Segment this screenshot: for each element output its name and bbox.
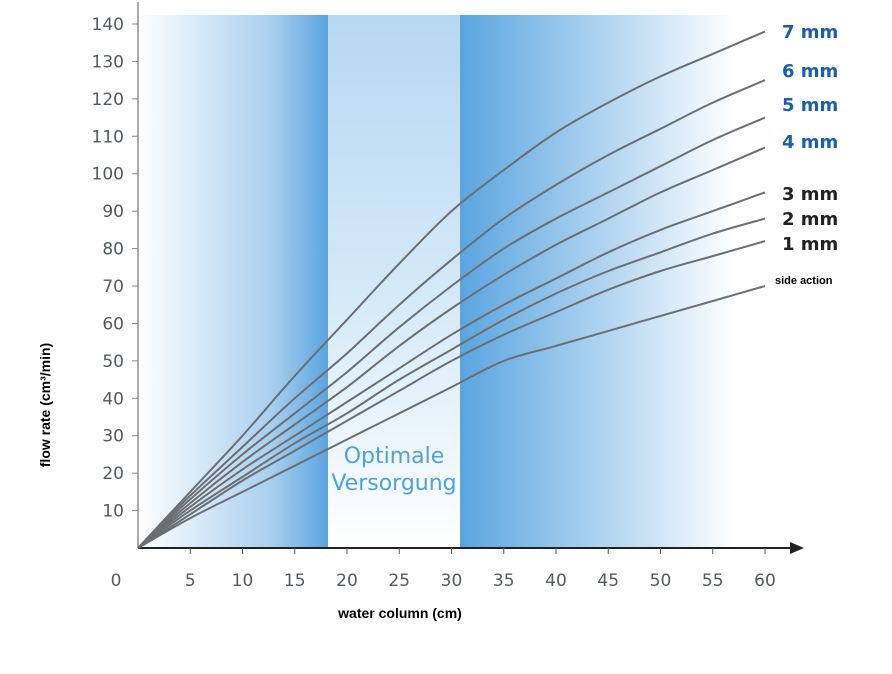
series-label: 7 mm xyxy=(782,22,838,43)
x-tick-label: 55 xyxy=(702,571,724,591)
y-tick-label: 140 xyxy=(92,15,124,35)
y-tick-label: 10 xyxy=(102,502,124,522)
y-tick-label: 100 xyxy=(92,165,124,185)
y-tick-label: 30 xyxy=(102,427,124,447)
y-tick-label: 70 xyxy=(102,277,124,297)
x-tick-label: 40 xyxy=(545,571,567,591)
series-line-5-mm xyxy=(137,116,766,549)
series-line-7-mm xyxy=(137,30,766,549)
series-label: 6 mm xyxy=(782,61,838,82)
background-band-left xyxy=(138,15,328,548)
series-line-side-action xyxy=(137,285,766,549)
y-tick-label: 40 xyxy=(102,389,124,409)
y-axis-title: flow rate (cm³/min) xyxy=(37,343,53,467)
y-tick-label: 80 xyxy=(102,240,124,260)
band-label-line-1: Optimale xyxy=(344,444,445,469)
series-label: 3 mm xyxy=(782,184,838,205)
x-axis-title: water column (cm) xyxy=(337,605,462,621)
x-axis-arrow xyxy=(790,542,804,554)
series-line-2-mm xyxy=(137,217,766,549)
series-label: 5 mm xyxy=(782,95,838,116)
series-line-3-mm xyxy=(137,191,766,549)
x-tick-label: 15 xyxy=(284,571,306,591)
x-tick-label: 35 xyxy=(493,571,515,591)
series-line-6-mm xyxy=(137,79,766,549)
x-tick-label: 60 xyxy=(754,571,776,591)
x-tick-label: 20 xyxy=(336,571,358,591)
x-tick-label: 45 xyxy=(597,571,619,591)
x-tick-label: 30 xyxy=(441,571,463,591)
y-tick-label: 50 xyxy=(102,352,124,372)
background-band-right xyxy=(460,15,735,548)
y-tick-label: 60 xyxy=(102,314,124,334)
x-tick-label: 50 xyxy=(650,571,672,591)
band-label-line-2: Versorgung xyxy=(331,471,456,496)
y-tick-label: 20 xyxy=(102,464,124,484)
optimal-band xyxy=(328,15,460,548)
series-label: side action xyxy=(775,275,833,287)
series-label: 2 mm xyxy=(782,209,838,230)
x-tick-label: 0 xyxy=(111,571,122,591)
series-label: 4 mm xyxy=(782,132,838,153)
y-tick-label: 90 xyxy=(102,202,124,222)
series-label: 1 mm xyxy=(782,234,838,255)
x-tick-label: 25 xyxy=(388,571,410,591)
y-tick-label: 130 xyxy=(92,52,124,72)
series-line-4-mm xyxy=(137,146,766,549)
series-line-1-mm xyxy=(137,240,766,549)
y-tick-label: 120 xyxy=(92,90,124,110)
y-tick-label: 110 xyxy=(92,127,124,147)
x-tick-label: 10 xyxy=(232,571,254,591)
x-tick-label: 5 xyxy=(185,571,196,591)
